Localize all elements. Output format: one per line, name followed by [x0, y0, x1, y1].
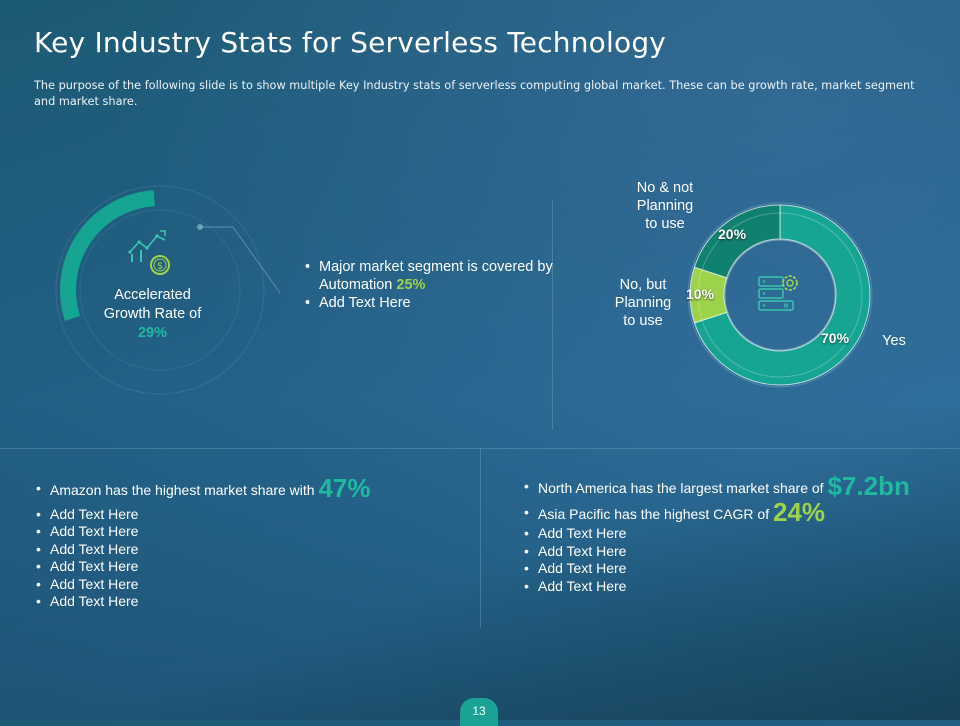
page-number: 13: [460, 698, 498, 726]
server-gear-icon: [758, 275, 798, 311]
market-segment-list: Major market segment is covered by Autom…: [305, 258, 595, 312]
slide-title: Key Industry Stats for Serverless Techno…: [34, 26, 667, 59]
growth-rate-label: Accelerated Growth Rate of 29%: [70, 286, 235, 343]
list-item: Add Text Here: [36, 593, 456, 611]
donut-label-no-not: No & not Planning to use: [636, 180, 694, 232]
list-item: Amazon has the highest market share with…: [36, 475, 456, 501]
vertical-divider-bottom: [480, 448, 481, 628]
donut-value-no-but: 10%: [686, 286, 715, 302]
list-item: Asia Pacific has the highest CAGR of 24%: [524, 499, 944, 525]
donut-label-yes: Yes: [882, 333, 906, 349]
asia-pacific-cagr-value: 24%: [773, 496, 826, 527]
list-item: Add Text Here: [36, 576, 456, 594]
list-item: Add Text Here: [36, 506, 456, 524]
list-item: Add Text Here: [36, 558, 456, 576]
horizontal-divider: [0, 448, 960, 449]
regional-stats-list: North America has the largest market sha…: [524, 473, 944, 596]
list-item: Add Text Here: [524, 560, 944, 578]
list-item: Add Text Here: [524, 543, 944, 561]
list-item: Major market segment is covered by Autom…: [305, 258, 595, 294]
growth-gauge: [55, 185, 280, 395]
donut-label-no-but: No, but Planning to use: [614, 277, 672, 329]
vertical-divider-top: [552, 200, 553, 430]
list-item: Add Text Here: [524, 525, 944, 543]
list-item: Add Text Here: [524, 578, 944, 596]
list-item: North America has the largest market sha…: [524, 473, 944, 499]
list-item: Add Text Here: [305, 294, 595, 312]
donut-value-no-not: 20%: [718, 226, 747, 242]
growth-chart-dollar-icon: $: [128, 230, 170, 275]
donut-slice-0: [693, 204, 871, 386]
slide-subtitle: The purpose of the following slide is to…: [34, 79, 915, 108]
market-adoption-donut: [687, 202, 873, 388]
amazon-stats-list: Amazon has the highest market share with…: [36, 475, 456, 611]
list-item: Add Text Here: [36, 523, 456, 541]
north-america-share-value: $7.2bn: [827, 471, 910, 501]
donut-value-yes: 70%: [821, 330, 850, 346]
growth-rate-value: 29%: [137, 325, 168, 341]
donut-slice-2: [693, 204, 781, 279]
list-item: Add Text Here: [36, 541, 456, 559]
growth-gauge-arc: [60, 190, 155, 321]
svg-text:$: $: [157, 261, 163, 272]
amazon-share-value: 47%: [318, 473, 371, 503]
automation-value: 25%: [396, 277, 426, 293]
